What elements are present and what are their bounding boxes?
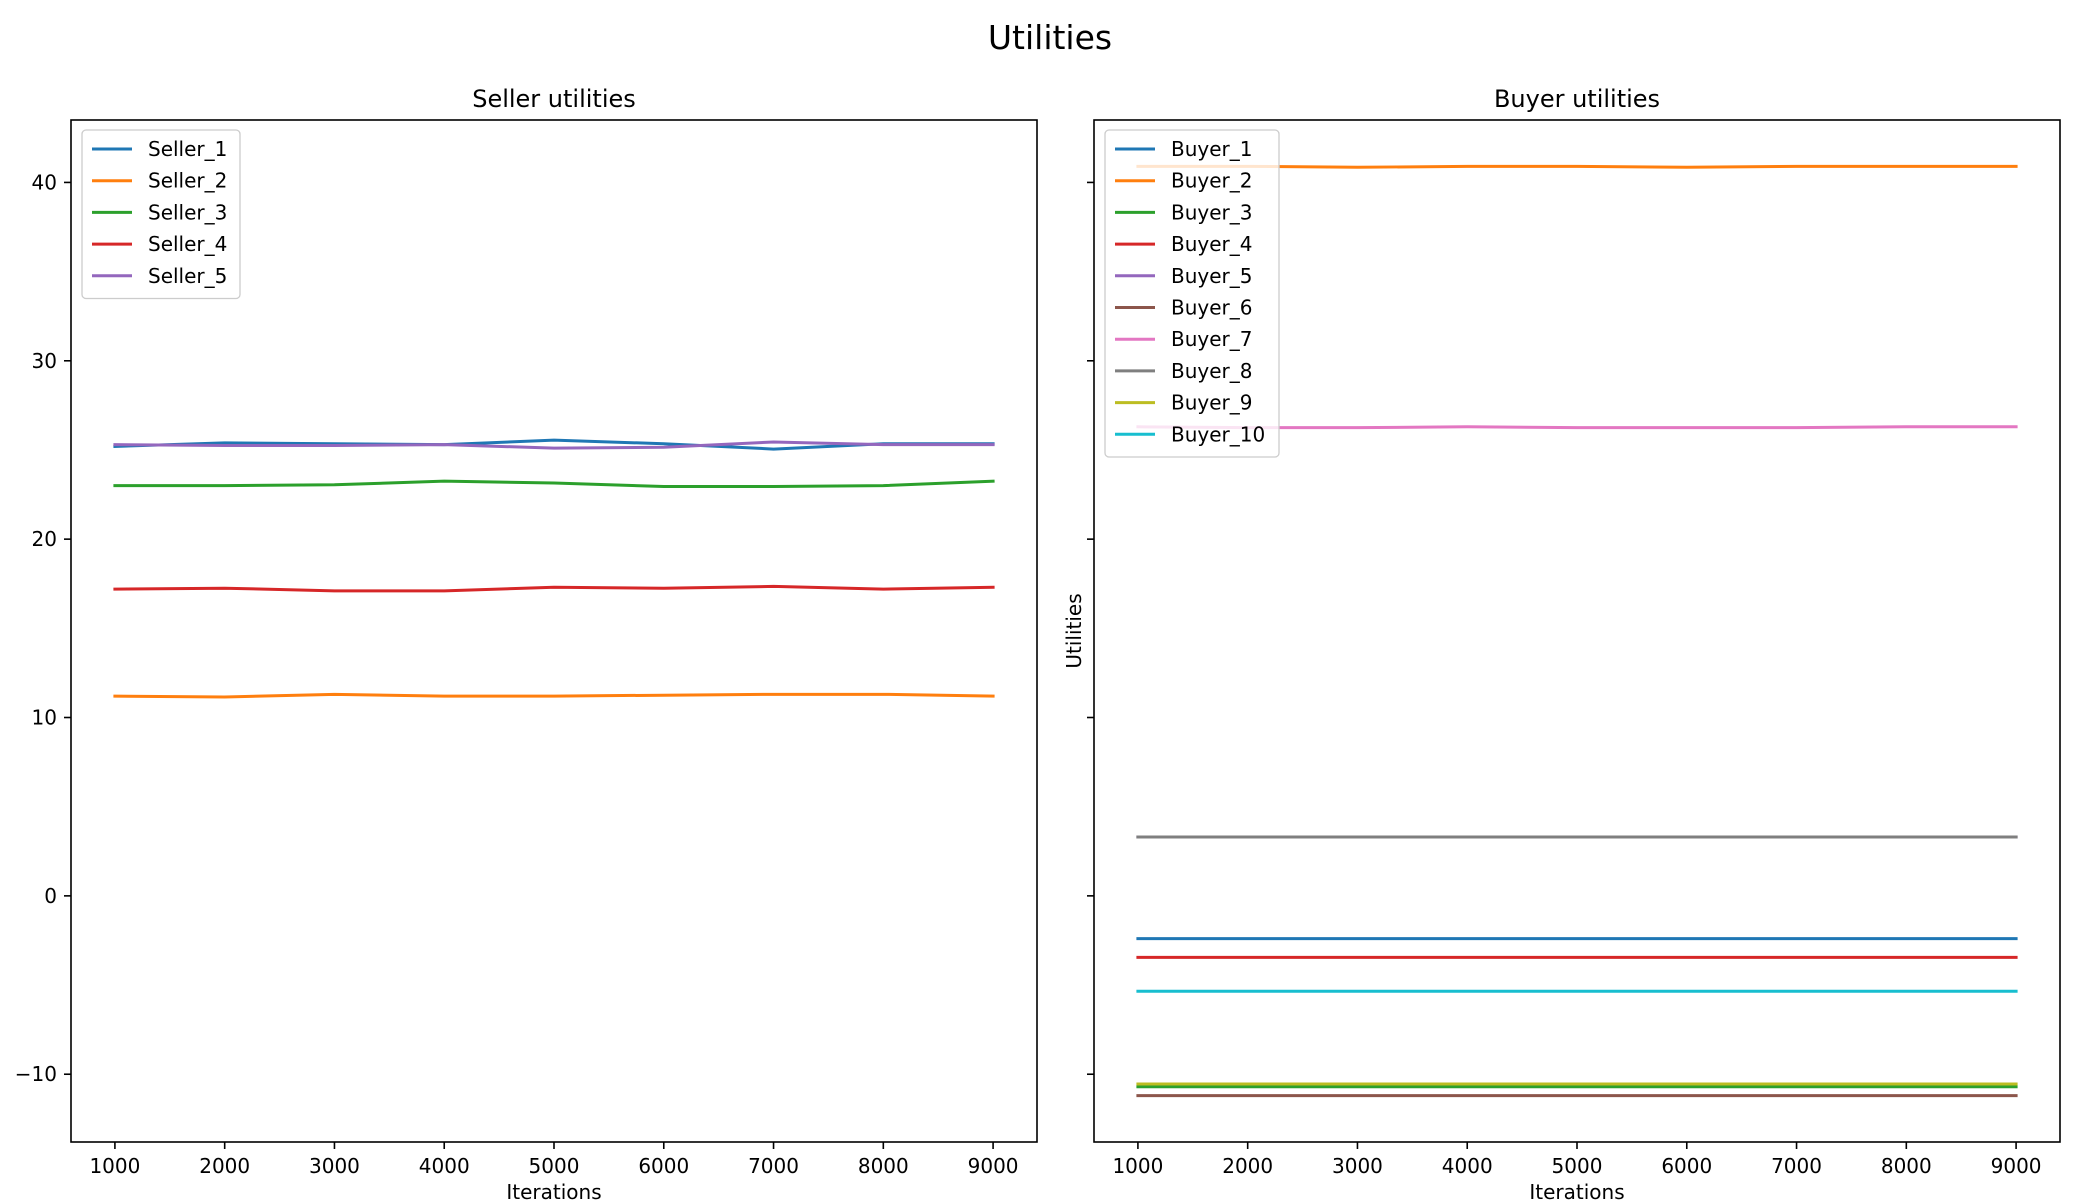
seller-plot-content: 1000 2000 3000 4000 5000 6000 7000 8000 9000 −10 0… [15,129,1019,1178]
seller-y-tick-label: 10 [32,706,57,730]
seller-series-line-seller-4 [113,584,995,593]
buyer-x-tick-label: 9000 [1991,1154,2042,1178]
seller-legend-label: Seller_4 [148,232,227,256]
buyer-legend-label: Buyer_8 [1171,359,1252,383]
seller-x-tick-label: 6000 [638,1154,689,1178]
buyer-legend-label: Buyer_7 [1171,327,1252,351]
figure-title: Utilities [988,18,1112,57]
seller-series-line-seller-5 [113,440,995,450]
seller-x-tick-label: 5000 [529,1154,580,1178]
buyer-legend-label: Buyer_10 [1171,422,1265,446]
buyer-legend-label: Buyer_9 [1171,391,1252,415]
buyer-plot-content: 1000 2000 3000 4000 5000 6000 7000 8000 9000 Buye… [1087,129,2042,1178]
buyer-legend: Buyer_1 Buyer_2 Buyer_3 Buyer_4 Buyer_5 Buyer… [1104,129,1280,458]
seller-y-tick-label: 20 [32,527,57,551]
seller-series-line-seller-3 [113,479,995,489]
seller-legend-label: Seller_3 [148,200,227,224]
seller-series-line-seller-2 [113,692,995,699]
seller-series-line-seller-1 [113,438,995,451]
seller-y-tick-label: 0 [44,884,57,908]
seller-x-tick-label: 3000 [309,1154,360,1178]
buyer-legend-label: Buyer_4 [1171,232,1252,256]
buyer-x-tick-label: 7000 [1771,1154,1822,1178]
seller-legend-box [81,129,241,300]
seller-y-tick-label: 30 [32,349,57,373]
seller-legend-label: Seller_2 [148,169,227,193]
seller-x-tick-label: 1000 [89,1154,140,1178]
buyer-x-tick-label: 5000 [1552,1154,1603,1178]
buyer-series-line-buyer-2 [1136,164,2018,169]
seller-x-axis-label: Iterations [506,1180,601,1200]
seller-legend-label: Seller_1 [148,137,227,161]
buyer-x-tick-label: 2000 [1222,1154,1273,1178]
buyer-x-tick-label: 6000 [1661,1154,1712,1178]
buyer-legend-label: Buyer_3 [1171,200,1252,224]
buyer-x-tick-label: 1000 [1112,1154,1163,1178]
buyer-legend-label: Buyer_6 [1171,296,1252,320]
seller-y-tick-label: 40 [32,170,57,194]
seller-legend-label: Seller_5 [148,264,227,288]
buyer-panel-title: Buyer utilities [1494,85,1660,113]
seller-x-tick-label: 4000 [419,1154,470,1178]
buyer-x-tick-label: 3000 [1332,1154,1383,1178]
buyer-x-tick-label: 4000 [1442,1154,1493,1178]
buyer-x-axis-label: Iterations [1529,1180,1624,1200]
buyer-legend-label: Buyer_2 [1171,169,1252,193]
buyer-series-line-buyer-7 [1136,425,2018,430]
seller-x-tick-label: 8000 [858,1154,909,1178]
seller-legend: Seller_1 Seller_2 Seller_3 Seller_4 Seller_5 [81,129,241,300]
buyer-x-tick-label: 8000 [1881,1154,1932,1178]
seller-x-tick-label: 9000 [968,1154,1019,1178]
buyer-legend-label: Buyer_1 [1171,137,1252,161]
seller-x-tick-label: 2000 [199,1154,250,1178]
seller-panel-title: Seller utilities [472,85,636,113]
seller-x-tick-label: 7000 [748,1154,799,1178]
buyer-legend-label: Buyer_5 [1171,264,1252,288]
seller-y-tick-label: −10 [15,1062,57,1086]
buyer-y-axis-label: Utilities [1062,593,1086,668]
